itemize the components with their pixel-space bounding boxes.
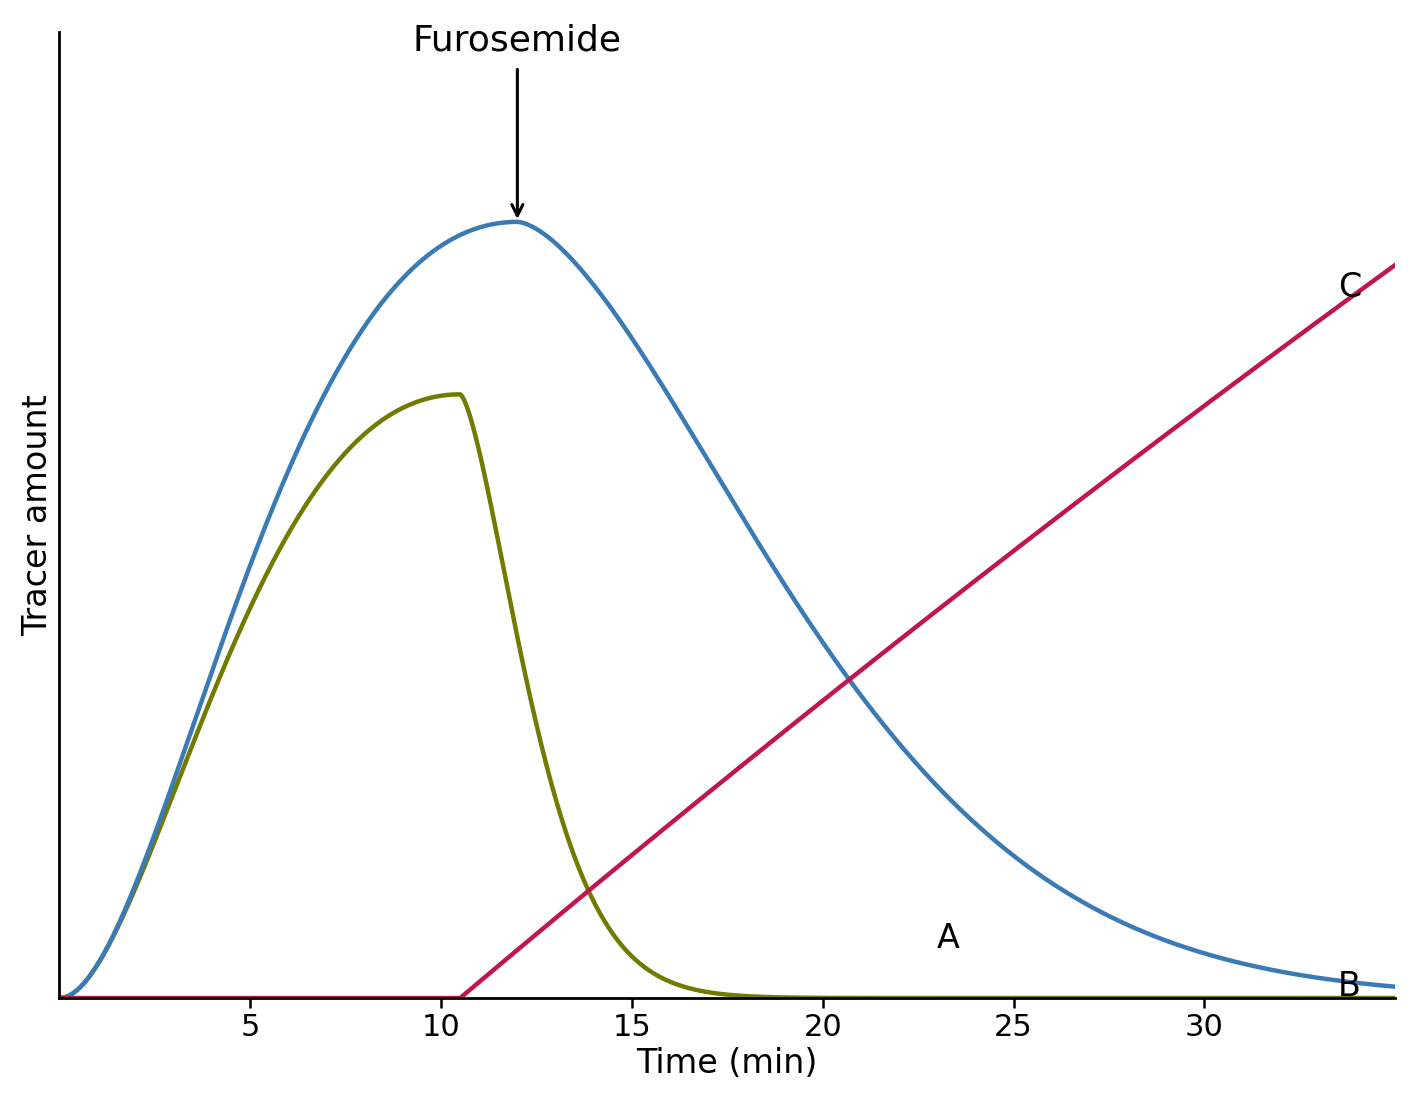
Text: A: A bbox=[937, 922, 960, 955]
Text: B: B bbox=[1338, 970, 1361, 1003]
X-axis label: Time (min): Time (min) bbox=[637, 1047, 818, 1080]
Y-axis label: Tracer amount: Tracer amount bbox=[21, 394, 54, 636]
Text: C: C bbox=[1338, 271, 1361, 304]
Text: Furosemide: Furosemide bbox=[413, 24, 622, 58]
